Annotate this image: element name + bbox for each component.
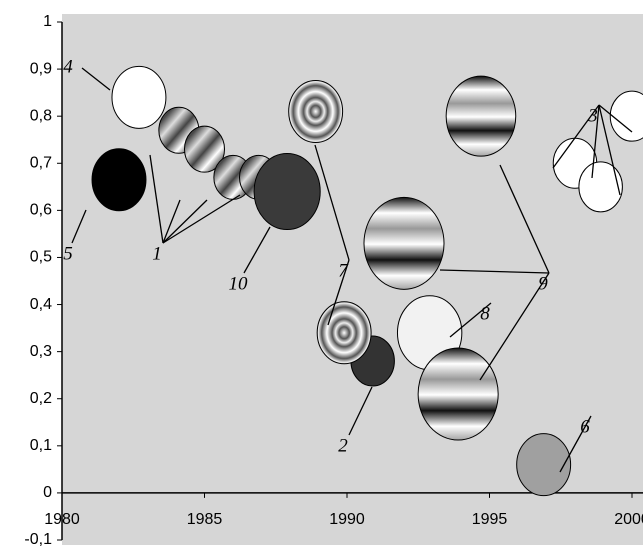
bubble [289, 80, 343, 142]
series-label: 5 [63, 243, 73, 264]
series-label: 4 [63, 56, 73, 77]
bubble [517, 434, 571, 496]
bubble [364, 197, 444, 289]
x-tick-label: 1995 [472, 511, 508, 528]
y-tick-label: 0,5 [30, 249, 52, 266]
y-tick-label: 0,3 [30, 343, 52, 360]
x-tick-label: 1985 [187, 511, 223, 528]
series-label: 10 [229, 273, 249, 294]
y-tick-label: 0,8 [30, 107, 52, 124]
series-label: 7 [338, 260, 349, 281]
x-tick-label: 1990 [329, 511, 365, 528]
y-tick-label: 0,1 [30, 437, 52, 454]
y-tick-label: 0,2 [30, 390, 52, 407]
y-tick-label: 0,9 [30, 60, 52, 77]
bubble [418, 348, 498, 440]
bubble [317, 302, 371, 364]
bubble [446, 76, 516, 156]
series-label: 3 [587, 105, 598, 126]
y-tick-label: 0,4 [30, 296, 52, 313]
y-tick-label: 0,7 [30, 154, 52, 171]
x-tick-label: 2000 [614, 511, 643, 528]
bubble [112, 66, 166, 128]
y-tick-label: -0,1 [24, 531, 52, 548]
bubble [254, 154, 320, 230]
bubble [92, 149, 146, 211]
bubble [579, 162, 623, 212]
series-label: 2 [338, 435, 348, 456]
y-tick-label: 1 [43, 13, 52, 30]
chart: -0,100,10,20,30,40,50,60,70,80,911980198… [0, 0, 643, 550]
y-tick-label: 0,6 [30, 202, 52, 219]
series-label: 6 [580, 416, 590, 437]
series-label: 9 [538, 273, 548, 294]
y-tick-label: 0 [43, 484, 52, 501]
x-tick-label: 1980 [44, 511, 80, 528]
series-label: 1 [152, 243, 162, 264]
series-label: 8 [480, 303, 490, 324]
